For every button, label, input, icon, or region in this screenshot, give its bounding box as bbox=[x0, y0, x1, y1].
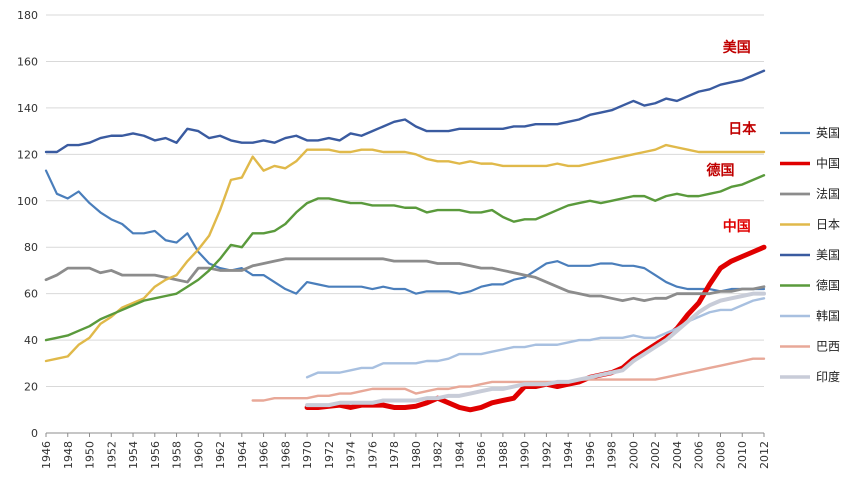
y-tick-label: 120 bbox=[17, 148, 38, 161]
y-tick-label: 160 bbox=[17, 55, 38, 68]
x-tick-label: 1990 bbox=[519, 441, 532, 469]
x-tick-label: 2000 bbox=[627, 441, 640, 469]
axes: 0 20 40 60 80 100 120 140 160 180 1946 1948 1950 1952… bbox=[17, 9, 771, 469]
x-tick-label: 1948 bbox=[62, 441, 75, 469]
x-tick-label: 1972 bbox=[323, 441, 336, 469]
series-line-8 bbox=[305, 291, 766, 408]
x-tick-label: 1998 bbox=[606, 441, 619, 469]
series-annotation: 德国 bbox=[706, 162, 734, 179]
series-line-1 bbox=[304, 244, 767, 413]
y-tick-label: 100 bbox=[17, 195, 38, 208]
x-tick-label: 1986 bbox=[475, 441, 488, 469]
y-tick-label: 140 bbox=[17, 102, 38, 115]
legend-label: 美国 bbox=[816, 248, 840, 262]
x-tick-label: 1954 bbox=[127, 441, 140, 469]
series-line-7 bbox=[251, 357, 766, 402]
series-annotation: 中国 bbox=[723, 218, 751, 235]
x-tick-label: 2012 bbox=[758, 441, 771, 469]
x-tick-label: 1996 bbox=[584, 441, 597, 469]
x-tick-label: 2010 bbox=[736, 441, 749, 469]
x-tick-label: 2004 bbox=[671, 441, 684, 469]
series-annotation: 日本 bbox=[728, 120, 757, 137]
x-tick-label: 1962 bbox=[214, 441, 227, 469]
x-tick-label: 1960 bbox=[192, 441, 205, 469]
series-line-6 bbox=[305, 297, 766, 379]
x-tick-label: 1984 bbox=[453, 441, 466, 469]
legend-label: 德国 bbox=[816, 278, 840, 293]
legend-label: 日本 bbox=[816, 218, 840, 232]
x-tick-label: 1964 bbox=[236, 441, 249, 469]
legend-label: 巴西 bbox=[816, 340, 840, 354]
series-line-2 bbox=[44, 257, 766, 303]
series-annotation: 美国 bbox=[723, 39, 751, 56]
x-tick-label: 1992 bbox=[540, 441, 553, 469]
y-tick-label: 180 bbox=[17, 9, 38, 22]
x-tick-label: 1970 bbox=[301, 441, 314, 469]
x-tick-label: 1966 bbox=[258, 441, 271, 469]
series-line-4 bbox=[44, 69, 766, 154]
series-line-0 bbox=[44, 169, 766, 295]
y-tick-label: 0 bbox=[31, 427, 38, 440]
x-tick-label: 1946 bbox=[40, 441, 53, 469]
series-lines bbox=[44, 69, 767, 413]
y-tick-label: 80 bbox=[24, 241, 38, 254]
legend-label: 英国 bbox=[816, 126, 840, 140]
x-tick-label: 2006 bbox=[693, 441, 706, 469]
legend-label: 印度 bbox=[816, 369, 840, 384]
x-tick-label: 2008 bbox=[714, 441, 727, 469]
x-tick-label: 1952 bbox=[105, 441, 118, 469]
y-tick-label: 60 bbox=[24, 288, 38, 301]
x-tick-label: 1980 bbox=[410, 441, 423, 469]
x-tick-label: 1978 bbox=[388, 441, 401, 469]
legend-label: 法国 bbox=[816, 187, 840, 201]
x-tick-label: 1958 bbox=[171, 441, 184, 469]
x-tick-label: 1982 bbox=[432, 441, 445, 469]
series-line-3 bbox=[44, 143, 766, 363]
legend-label: 中国 bbox=[816, 156, 840, 171]
x-tick-label: 1976 bbox=[366, 441, 379, 469]
x-tick-label: 1950 bbox=[84, 441, 97, 469]
legend-label: 韩国 bbox=[816, 308, 840, 323]
x-tick-label: 1994 bbox=[562, 441, 575, 469]
y-tick-label: 40 bbox=[24, 334, 38, 347]
x-tick-label: 2002 bbox=[649, 441, 662, 469]
grid bbox=[46, 14, 764, 434]
x-tick-label: 1956 bbox=[149, 441, 162, 469]
series-line-5 bbox=[44, 174, 766, 342]
y-tick-label: 20 bbox=[24, 381, 38, 394]
x-tick-label: 1968 bbox=[279, 441, 292, 469]
x-tick-label: 1988 bbox=[497, 441, 510, 469]
x-tick-label: 1974 bbox=[345, 441, 358, 469]
